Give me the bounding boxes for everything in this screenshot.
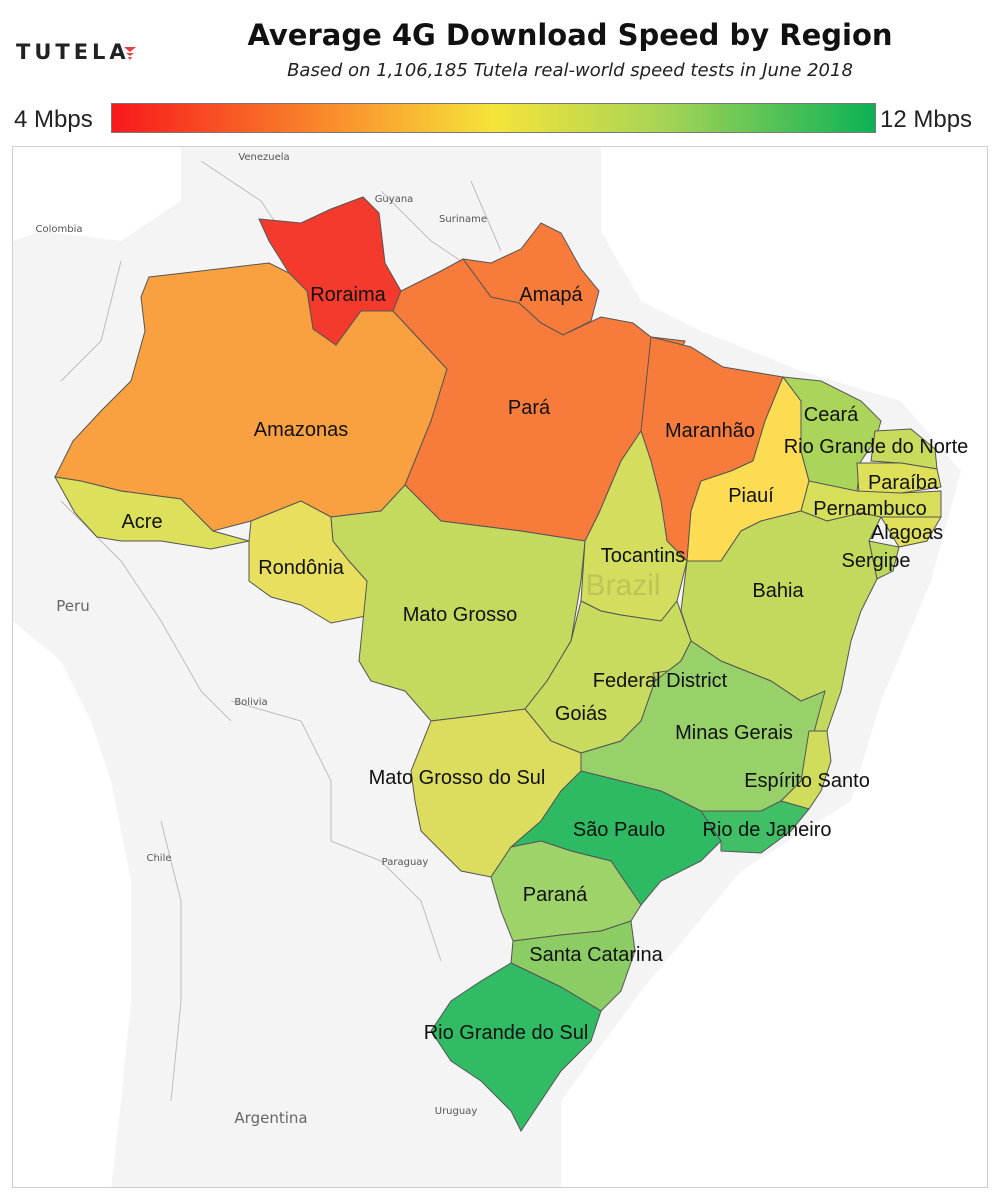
country-label-paraguay: Paraguay [382, 857, 429, 868]
region-label-rio-grande-do-norte: Rio Grande do Norte [784, 436, 969, 458]
country-label-guyana: Guyana [375, 194, 414, 205]
region-label-pernambuco: Pernambuco [813, 498, 926, 520]
region-label-amapa: Amapá [519, 284, 583, 306]
pacific-ocean-area [13, 621, 131, 1187]
country-label-peru: Peru [56, 597, 89, 615]
tutela-logo: TUTELA [16, 40, 130, 64]
region-label-minas-gerais: Minas Gerais [675, 722, 793, 744]
region-label-alagoas: Alagoas [871, 522, 943, 544]
region-label-santa-catarina: Santa Catarina [529, 944, 663, 966]
region-label-ceara: Ceará [804, 404, 859, 426]
country-label-argentina: Argentina [234, 1109, 307, 1127]
ocean-area [561, 147, 987, 1187]
region-label-roraima: Roraima [310, 284, 386, 306]
region-label-mato-grosso-do-sul: Mato Grosso do Sul [369, 767, 546, 789]
region-label-maranhao: Maranhão [665, 420, 755, 442]
caribbean-area [13, 147, 181, 241]
region-label-tocantins: Tocantins [601, 545, 686, 567]
region-label-rondonia: Rondônia [258, 557, 345, 579]
legend-color-scale [111, 103, 876, 133]
country-label-brazil: Brazil [585, 569, 660, 602]
region-acre[interactable] [54, 476, 250, 550]
region-label-rio-grande-do-sul: Rio Grande do Sul [424, 1022, 589, 1044]
country-borders [60, 160, 502, 1102]
country-label-bolivia: Bolivia [234, 697, 267, 708]
region-label-federal-district: Federal District [593, 670, 728, 692]
region-label-amazonas: Amazonas [254, 419, 349, 441]
region-label-para: Pará [508, 397, 551, 419]
region-label-sergipe: Sergipe [842, 550, 911, 572]
region-label-goias: Goiás [555, 703, 607, 725]
region-rio-grande-do-sul[interactable] [430, 962, 602, 1132]
map-title: Average 4G Download Speed by Region [247, 18, 893, 52]
region-label-parana: Paraná [523, 884, 588, 906]
region-label-paraiba: Paraíba [868, 472, 939, 494]
country-label-chile: Chile [146, 853, 171, 864]
region-label-espirito-santo: Espírito Santo [744, 770, 870, 792]
region-label-sao-paulo: São Paulo [573, 819, 665, 841]
logo-mark-icon [124, 47, 136, 60]
country-label-venezuela: Venezuela [238, 152, 289, 163]
map-canvas[interactable]: Venezuela Guyana Suriname Colombia Peru … [12, 146, 988, 1188]
country-label-suriname: Suriname [439, 214, 487, 225]
legend-max-label: 12 Mbps [880, 106, 973, 133]
map-subtitle: Based on 1,106,185 Tutela real-world spe… [287, 60, 853, 81]
region-espirito-santo[interactable] [780, 730, 832, 810]
regions-layer [54, 196, 942, 1132]
region-label-mato-grosso: Mato Grosso [403, 604, 517, 626]
region-label-piaui: Piauí [728, 485, 774, 507]
region-label-acre: Acre [121, 511, 162, 533]
region-alagoas[interactable] [880, 516, 942, 548]
region-labels: Roraima Amapá Amazonas Pará Maranhão Cea… [121, 284, 968, 1044]
legend-min-label: 4 Mbps [14, 106, 93, 133]
region-label-bahia: Bahia [752, 580, 804, 602]
country-label-colombia: Colombia [36, 224, 83, 235]
map-svg: Venezuela Guyana Suriname Colombia Peru … [13, 147, 987, 1187]
region-label-rio-de-janeiro: Rio de Janeiro [703, 819, 832, 841]
region-rio-de-janeiro[interactable] [700, 800, 810, 854]
country-label-uruguay: Uruguay [435, 1106, 478, 1117]
